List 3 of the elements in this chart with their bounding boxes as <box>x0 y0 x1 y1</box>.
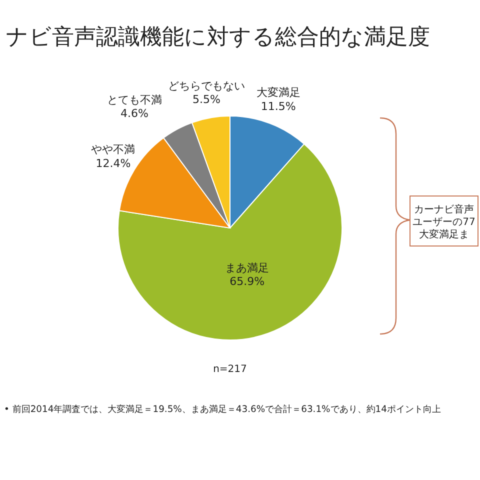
title: ナビ音声認識機能に対する総合的な満足度 <box>6 25 430 50</box>
note: • 前回2014年調査では、大変満足＝19.5%、まあ満足＝43.6%で合計＝63.1%であり、約14ポイント向上 <box>4 404 441 415</box>
note-n: n=217 <box>213 364 247 375</box>
